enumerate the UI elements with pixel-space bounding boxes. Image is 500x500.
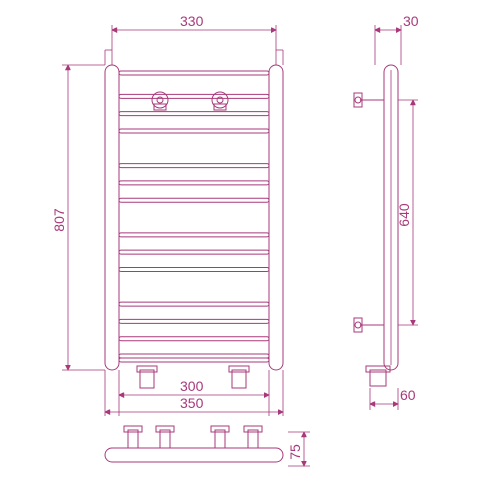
valve-right [229, 366, 249, 388]
dim-top-crossbar: 330 [180, 13, 204, 29]
dim-side-mounts: 640 [396, 203, 412, 227]
dim-side-top: 30 [403, 13, 419, 29]
dim-outer-width: 350 [180, 395, 204, 411]
dim-bottom-height: 75 [287, 444, 303, 460]
rungs [119, 71, 269, 362]
dim-inner-width: 300 [180, 378, 204, 394]
bottom-view: 75 [105, 426, 310, 466]
valve-left [137, 366, 157, 388]
dim-height: 807 [51, 208, 67, 232]
front-view: 330 [51, 13, 283, 416]
side-view: 30 640 60 [354, 13, 419, 410]
side-mount-top [354, 93, 384, 107]
side-mount-bottom [354, 318, 384, 332]
dim-side-bottom: 60 [400, 387, 416, 403]
technical-drawing: 330 [0, 0, 500, 500]
side-valve [366, 366, 390, 386]
